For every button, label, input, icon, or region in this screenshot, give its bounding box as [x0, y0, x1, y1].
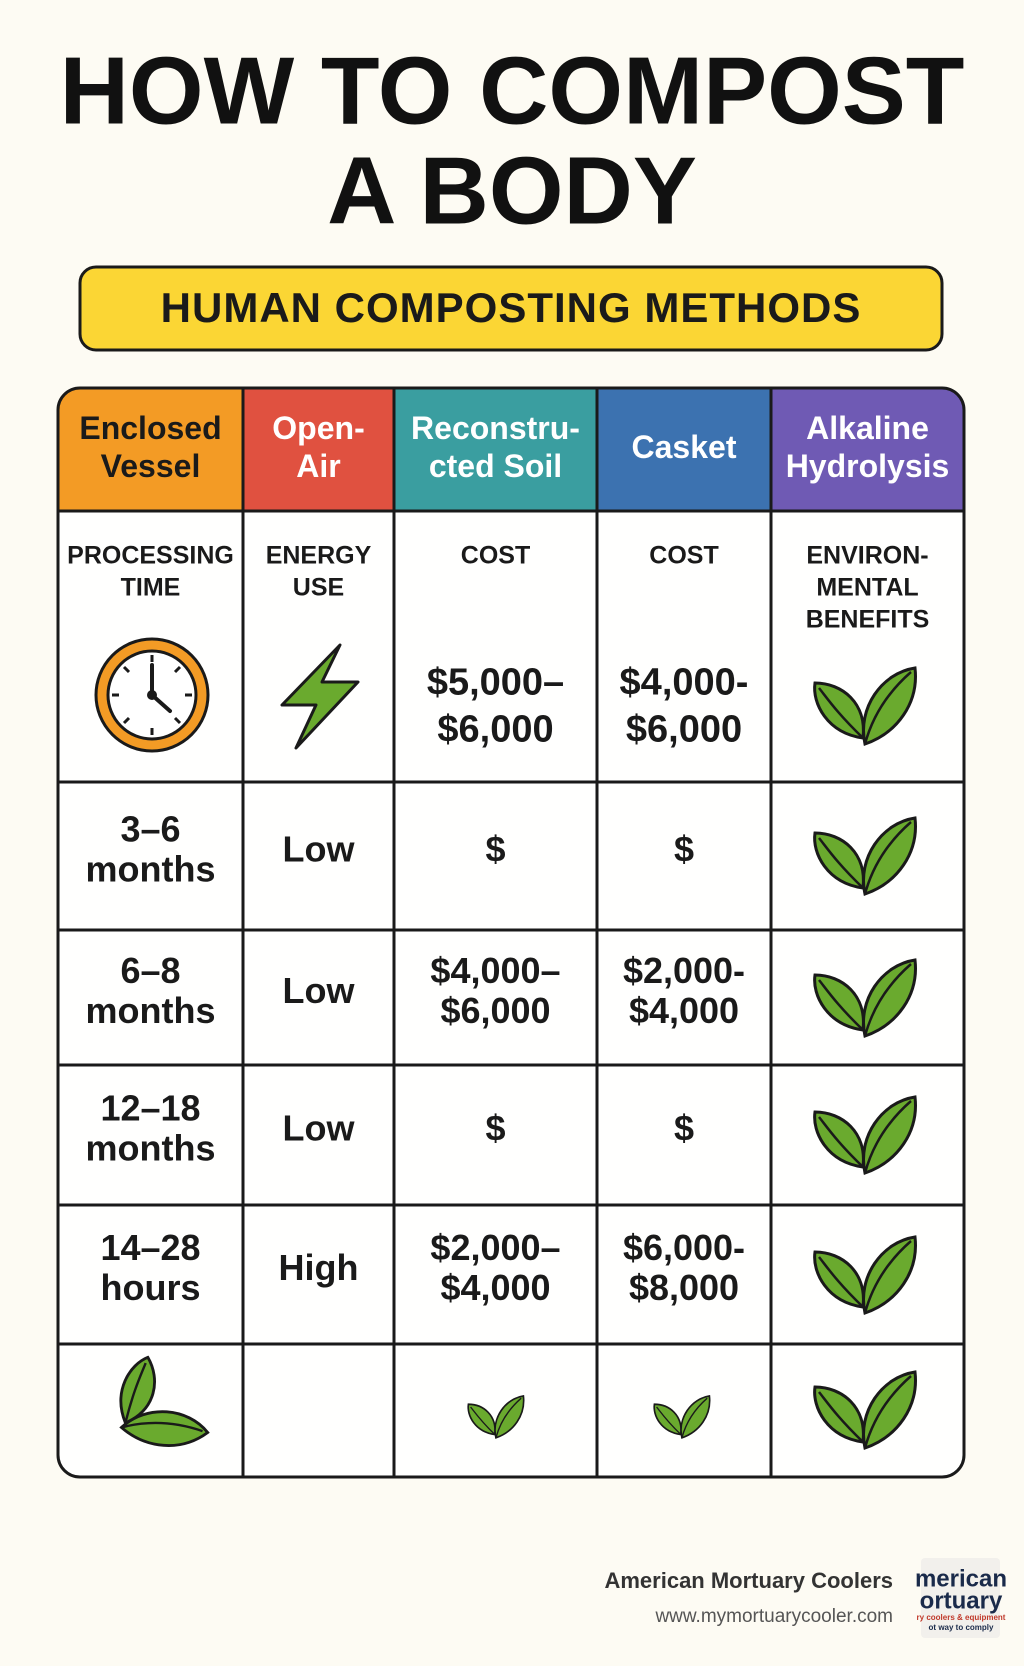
logo-line: merican — [915, 1565, 1007, 1592]
header-cell — [771, 388, 964, 511]
cell-text: Low — [283, 829, 356, 870]
label-text: COST — [461, 542, 530, 570]
label-text: ENVIRON- — [806, 542, 928, 570]
title-line: HOW TO COMPOST — [60, 37, 965, 144]
cell-text: High — [279, 1247, 359, 1288]
table-grid — [58, 388, 964, 1477]
header-cell — [394, 388, 597, 511]
label-text: USE — [293, 574, 344, 602]
table-cells: PROCESSING TIME ENERGY USE COST COST ENVIRON- M… — [67, 542, 929, 1308]
header-text: cted Soil — [429, 448, 562, 484]
header-text: Open- — [272, 410, 364, 446]
header-text: Casket — [632, 429, 737, 465]
energy-icon — [280, 643, 360, 750]
header-text: Air — [296, 448, 340, 484]
logo-line: ortuary — [920, 1587, 1003, 1614]
cost-text: $6,000 — [626, 709, 742, 751]
cell-text: 6–8 — [120, 950, 180, 991]
subtitle: HUMAN COMPOSTING METHODS — [161, 284, 862, 331]
cell-text: Low — [283, 970, 356, 1011]
header-cell — [58, 388, 243, 511]
title-line: A BODY — [327, 137, 697, 244]
cell-text: months — [86, 1128, 216, 1169]
header-text: Reconstru- — [411, 410, 580, 446]
cell-text: $ — [485, 829, 505, 870]
logo-line: ot way to comply — [929, 1623, 994, 1632]
cell-text: 12–18 — [100, 1088, 200, 1129]
label-text: BENEFITS — [806, 606, 930, 634]
cost-text: $5,000– — [427, 662, 564, 704]
label-text: COST — [649, 542, 718, 570]
logo-line: ry coolers & equipment — [917, 1613, 1006, 1622]
header-text: Hydrolysis — [786, 448, 950, 484]
header-text: Enclosed — [79, 410, 221, 446]
header-text: Vessel — [101, 448, 201, 484]
header-cell — [597, 388, 771, 511]
company-url: www.mymortuarycooler.com — [654, 1606, 893, 1627]
subtitle-box — [78, 265, 944, 352]
cell-text: hours — [100, 1267, 200, 1308]
company-name: American Mortuary Coolers — [604, 1568, 893, 1593]
header-text: Alkaline — [806, 410, 929, 446]
cell-text: Low — [283, 1108, 356, 1149]
cell-text: months — [86, 849, 216, 890]
logo — [921, 1558, 1000, 1638]
cell-text: $6,000- — [623, 1227, 745, 1268]
label-text: TIME — [121, 574, 181, 602]
cell-text: $4,000 — [440, 1267, 550, 1308]
cost-text: $4,000- — [620, 662, 749, 704]
label-text: ENERGY — [266, 542, 372, 570]
cell-text: $ — [674, 1108, 694, 1149]
cell-text: months — [86, 990, 216, 1031]
cell-text: $4,000– — [430, 950, 560, 991]
cell-text: 3–6 — [120, 809, 180, 850]
cell-text: $ — [485, 1108, 505, 1149]
header-cell — [243, 388, 394, 511]
cell-text: $2,000– — [430, 1227, 560, 1268]
table-border — [56, 386, 966, 1479]
clock-icon — [94, 637, 210, 753]
cell-text: $ — [674, 829, 694, 870]
cell-text: $8,000 — [629, 1267, 739, 1308]
cell-text: $4,000 — [629, 990, 739, 1031]
cost-text: $6,000 — [437, 709, 553, 751]
cell-text: $2,000- — [623, 950, 745, 991]
cell-text: $6,000 — [440, 990, 550, 1031]
cell-text: 14–28 — [100, 1227, 200, 1268]
label-text: PROCESSING — [67, 542, 234, 570]
label-text: MENTAL — [816, 574, 918, 602]
